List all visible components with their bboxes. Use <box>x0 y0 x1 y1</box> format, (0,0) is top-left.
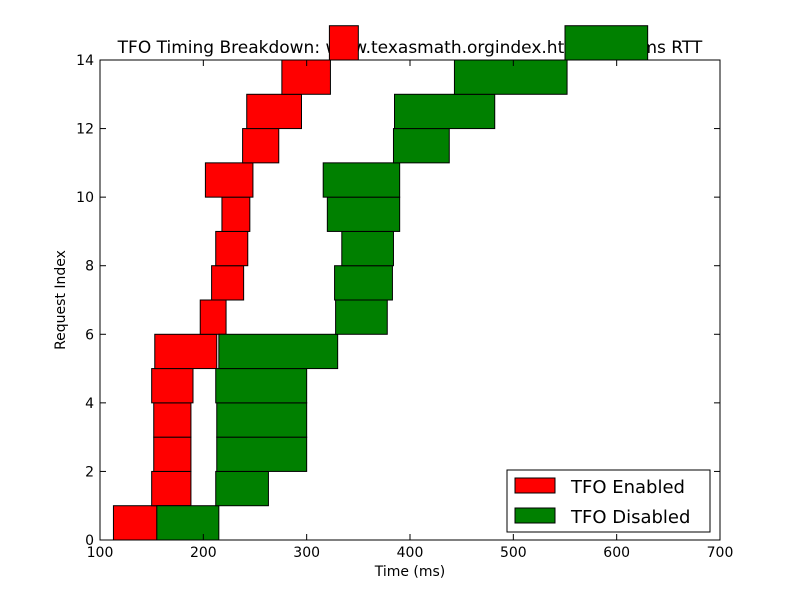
bar-tfo-enabled-0 <box>112 505 158 541</box>
y-tick-label: 14 <box>76 53 94 69</box>
x-axis: 100 200 300 400 500 600 700 <box>87 60 734 561</box>
y-tick-label: 8 <box>85 259 94 275</box>
bar-tfo-disabled-6 <box>335 299 388 335</box>
bar-tfo-disabled-11 <box>392 128 450 164</box>
legend-swatch-tfo-enabled <box>514 477 556 494</box>
bar-tfo-enabled-3 <box>153 402 192 438</box>
x-axis-label: Time (ms) <box>374 564 446 580</box>
y-tick-label: 4 <box>85 396 94 412</box>
legend-swatch-tfo-disabled <box>514 507 556 524</box>
bar-tfo-disabled-7 <box>334 265 393 301</box>
bar-tfo-disabled-0 <box>156 505 220 541</box>
y-tick-label: 10 <box>76 190 94 206</box>
bar-tfo-disabled-8 <box>341 230 394 267</box>
bar-tfo-disabled-1 <box>215 470 269 507</box>
x-tick-label: 500 <box>500 545 527 561</box>
y-axis: 0 2 4 6 8 10 12 14 <box>76 53 720 549</box>
bar-tfo-enabled-1 <box>151 470 192 507</box>
chart-title: TFO Timing Breakdown: www.texasmath.orgi… <box>117 38 703 58</box>
x-tick-label: 200 <box>190 545 217 561</box>
bar-tfo-disabled-10 <box>322 162 401 198</box>
bar-tfo-enabled-9 <box>221 196 251 232</box>
x-tick-label: 700 <box>707 545 734 561</box>
bar-tfo-disabled-4 <box>215 368 308 404</box>
y-tick-label: 0 <box>85 533 94 549</box>
bar-tfo-enabled-6 <box>199 299 227 335</box>
plot-bars <box>112 25 649 541</box>
bar-tfo-enabled-7 <box>211 265 245 301</box>
bar-tfo-enabled-10 <box>204 162 254 198</box>
x-tick-label: 300 <box>293 545 320 561</box>
bar-tfo-disabled-14 <box>564 25 649 61</box>
bar-tfo-enabled-2 <box>153 436 192 472</box>
x-tick-label: 400 <box>397 545 424 561</box>
y-axis-label: Request Index <box>53 250 69 350</box>
legend-label-tfo-disabled: TFO Disabled <box>570 507 690 528</box>
bar-tfo-enabled-12 <box>246 93 303 130</box>
legend: TFO Enabled TFO Disabled <box>506 469 711 533</box>
y-tick-label: 2 <box>85 464 94 480</box>
bar-tfo-disabled-9 <box>326 196 401 232</box>
bar-tfo-disabled-5 <box>218 333 339 370</box>
bar-tfo-enabled-5 <box>154 333 218 370</box>
y-tick-label: 12 <box>76 122 94 138</box>
bar-tfo-enabled-8 <box>215 230 249 267</box>
x-tick-label: 600 <box>603 545 630 561</box>
bar-tfo-enabled-14 <box>328 25 359 61</box>
y-tick-label: 6 <box>85 327 94 343</box>
x-tick-label: 100 <box>87 545 114 561</box>
bar-tfo-disabled-13 <box>453 59 568 95</box>
bar-tfo-disabled-3 <box>216 402 308 438</box>
bar-tfo-enabled-11 <box>242 128 280 164</box>
bar-tfo-disabled-12 <box>394 93 496 130</box>
bar-tfo-enabled-13 <box>281 59 331 95</box>
bar-tfo-enabled-4 <box>151 368 194 404</box>
bar-tfo-disabled-2 <box>216 436 308 472</box>
legend-label-tfo-enabled: TFO Enabled <box>570 477 685 498</box>
